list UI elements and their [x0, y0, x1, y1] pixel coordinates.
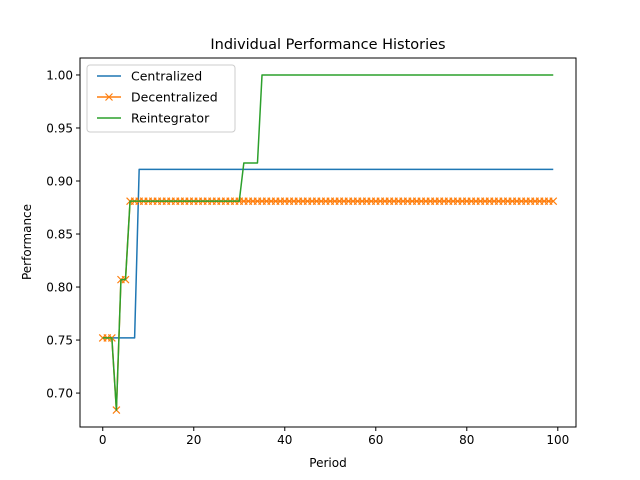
legend-box	[86, 64, 236, 133]
y-tick-label: 1.00	[46, 68, 73, 82]
axis-ticks: 0 20 40 60 80 100 0.70 0.75 0.80 0.85 0.90 0.95 1.00	[46, 68, 569, 447]
y-axis-label: Performance	[20, 204, 34, 280]
x-tick-label: 20	[186, 433, 201, 447]
legend-label-decentralized: Decentralized	[131, 90, 218, 105]
data-point-decentralized	[549, 197, 558, 206]
y-tick-label: 0.80	[46, 281, 73, 295]
x-axis-label: Period	[309, 456, 346, 470]
series-line-centralized	[102, 168, 554, 339]
x-tick-label: 40	[277, 433, 292, 447]
legend-label-reintegrator: Reintegrator	[131, 111, 210, 126]
plot-frame	[79, 57, 577, 428]
series-line-reintegrator	[102, 74, 554, 411]
x-tick-label: 60	[368, 433, 383, 447]
series-layer	[98, 74, 558, 414]
y-tick-label: 0.90	[46, 175, 73, 189]
legend-marker-decentralized	[105, 93, 113, 101]
y-tick-label: 0.75	[46, 334, 73, 348]
x-tick-label: 100	[546, 433, 569, 447]
legend: Centralized Decentralized Reintegrator	[86, 64, 236, 133]
x-tick-label: 80	[459, 433, 474, 447]
legend-label-centralized: Centralized	[131, 69, 202, 84]
y-tick-label: 0.85	[46, 228, 73, 242]
chart-title: Individual Performance Histories	[210, 37, 445, 53]
y-tick-label: 0.70	[46, 387, 73, 401]
y-tick-label: 0.95	[46, 121, 73, 135]
x-tick-label: 0	[99, 433, 107, 447]
